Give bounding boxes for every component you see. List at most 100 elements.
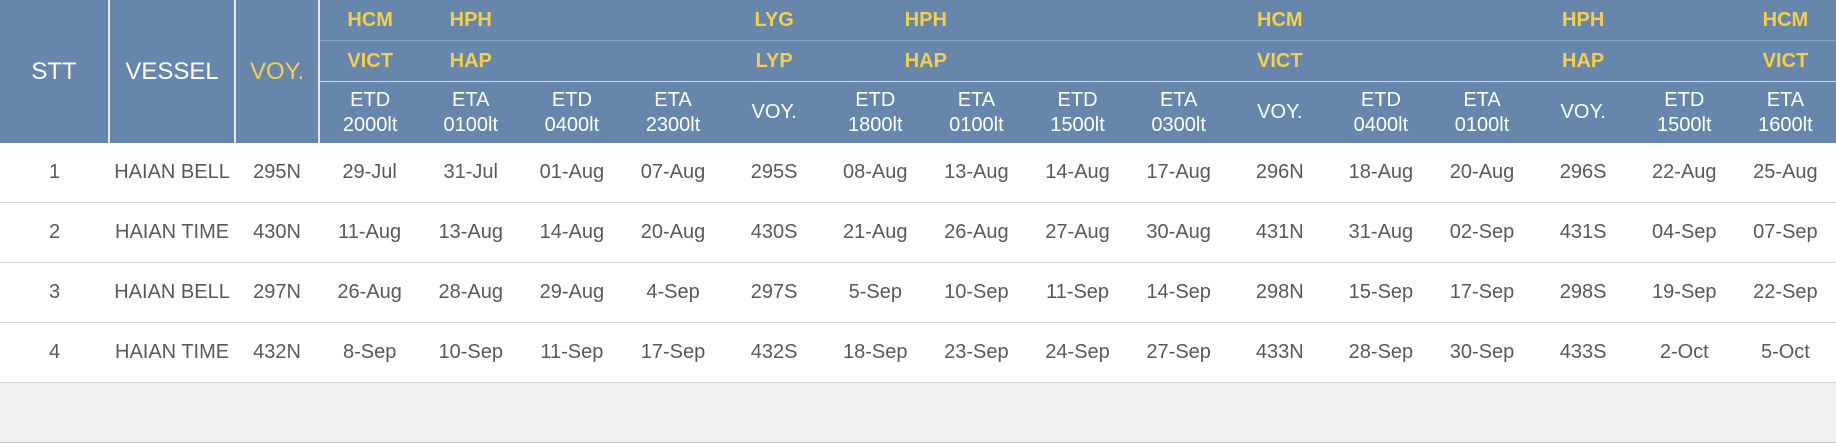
sub-header-type: ETD xyxy=(1360,88,1401,111)
table-row: 2 HAIAN TIME 430N 11-Aug 13-Aug 14-Aug 20-Aug 4… xyxy=(0,202,1836,263)
schedule-cell: 433N xyxy=(1229,322,1331,383)
schedule-cell: 5-Sep xyxy=(824,262,926,323)
schedule-cell: 27-Sep xyxy=(1128,322,1230,383)
schedule-cell: 31-Jul xyxy=(420,143,522,203)
terminal-header xyxy=(1633,40,1735,82)
schedule-cell: 17-Aug xyxy=(1128,143,1230,203)
sub-header: ETD 0400lt xyxy=(521,81,623,143)
table-row: 3 HAIAN BELL 297N 26-Aug 28-Aug 29-Aug 4-Sep 29… xyxy=(0,262,1836,323)
schedule-cell: 5-Oct xyxy=(1734,322,1836,383)
vessel-cell: HAIAN TIME xyxy=(109,322,236,383)
sub-header-time: 0100lt xyxy=(443,113,499,136)
schedule-cell: 28-Aug xyxy=(420,262,522,323)
schedule-cell: 430S xyxy=(723,202,825,263)
table-row: 1 HAIAN BELL 295N 29-Jul 31-Jul 01-Aug 07-Aug 2… xyxy=(0,143,1836,203)
port-header xyxy=(1330,0,1432,41)
schedule-cell: 18-Aug xyxy=(1330,143,1432,203)
schedule-cell: 29-Jul xyxy=(319,143,421,203)
port-header xyxy=(1633,0,1735,41)
terminal-header xyxy=(622,40,724,82)
schedule-cell: 298N xyxy=(1229,262,1331,323)
terminal-header xyxy=(521,40,623,82)
header-stt: STT xyxy=(0,0,111,143)
sub-header: ETD 1500lt xyxy=(1633,81,1735,143)
schedule-cell: 15-Sep xyxy=(1330,262,1432,323)
schedule-cell: 14-Aug xyxy=(521,202,623,263)
terminal-header xyxy=(1026,40,1129,82)
schedule-cell: 10-Sep xyxy=(925,262,1027,323)
sub-header-time: 0100lt xyxy=(949,113,1004,136)
schedule-cell: 8-Sep xyxy=(319,322,421,383)
sub-header-type: ETA xyxy=(452,88,490,111)
port-header: HCM xyxy=(1229,0,1331,41)
schedule-cell: 18-Sep xyxy=(824,322,926,383)
schedule-cell: 23-Sep xyxy=(925,322,1027,383)
schedule-cell: 02-Sep xyxy=(1431,202,1533,263)
sub-header-type: ETA xyxy=(654,88,692,111)
sub-header-time: 2300lt xyxy=(645,113,701,136)
schedule-cell: 431S xyxy=(1532,202,1634,263)
table-header: STT VESSEL VOY. HCM HPH LYG HPH HCM HPH … xyxy=(0,0,1836,143)
schedule-cell: 11-Sep xyxy=(521,322,623,383)
schedule-cell: 31-Aug xyxy=(1330,202,1432,263)
schedule-cell: 29-Aug xyxy=(521,262,623,323)
schedule-cell: 17-Sep xyxy=(1431,262,1533,323)
schedule-cell: 13-Aug xyxy=(925,143,1027,203)
sub-header-time: 1600lt xyxy=(1758,113,1813,136)
vessel-cell: HAIAN TIME xyxy=(109,202,236,263)
schedule-cell: 26-Aug xyxy=(925,202,1027,263)
terminal-header xyxy=(1330,40,1432,82)
terminal-header: VICT xyxy=(1229,40,1331,82)
stt-cell: 2 xyxy=(0,202,110,263)
schedule-cell: 433S xyxy=(1532,322,1634,383)
terminal-header: VICT xyxy=(319,40,421,82)
schedule-cell: 296S xyxy=(1532,143,1634,203)
sub-header-type: ETD xyxy=(350,88,391,111)
port-header: HPH xyxy=(824,0,1027,41)
schedule-cell: 08-Aug xyxy=(824,143,926,203)
sub-header-voy: VOY. xyxy=(723,81,825,143)
terminal-header: LYP xyxy=(723,40,825,82)
schedule-cell: 07-Sep xyxy=(1734,202,1836,263)
schedule-cell: 28-Sep xyxy=(1330,322,1432,383)
schedule-cell: 07-Aug xyxy=(622,143,724,203)
sub-header-time: 0100lt xyxy=(1454,113,1510,136)
table-body: 1 HAIAN BELL 295N 29-Jul 31-Jul 01-Aug 07-Aug 2… xyxy=(0,143,1836,443)
voyage-cell: 295N xyxy=(235,143,320,203)
schedule-cell: 04-Sep xyxy=(1633,202,1735,263)
table-row: 4 HAIAN TIME 432N 8-Sep 10-Sep 11-Sep 17-Sep 43… xyxy=(0,322,1836,383)
sub-header-type: ETA xyxy=(957,88,996,111)
sub-header-type: ETA xyxy=(1463,88,1501,111)
schedule-cell: 11-Aug xyxy=(319,202,421,263)
sub-header: ETD 0400lt xyxy=(1330,81,1432,143)
terminal-header: HAP xyxy=(1532,40,1634,82)
sub-header-voy: VOY. xyxy=(1532,81,1634,143)
sub-header-time: 1500lt xyxy=(1050,113,1105,136)
schedule-cell: 24-Sep xyxy=(1026,322,1129,383)
sub-header-time: 1500lt xyxy=(1657,113,1712,136)
sub-header-type: ETD xyxy=(551,88,592,111)
sub-header-time: 0400lt xyxy=(544,113,600,136)
port-header xyxy=(521,0,623,41)
sub-header-type: ETD xyxy=(1664,88,1705,111)
schedule-cell: 30-Sep xyxy=(1431,322,1533,383)
port-header xyxy=(622,0,724,41)
sub-header-voy: VOY. xyxy=(1229,81,1331,143)
sub-header-type: ETA xyxy=(1159,88,1198,111)
sub-header-type: ETD xyxy=(855,88,896,111)
terminal-header: HAP xyxy=(420,40,522,82)
port-header: HPH xyxy=(420,0,522,41)
schedule-cell: 298S xyxy=(1532,262,1634,323)
empty-row xyxy=(0,382,1836,443)
schedule-cell: 21-Aug xyxy=(824,202,926,263)
terminal-header xyxy=(1431,40,1533,82)
schedule-cell: 17-Sep xyxy=(622,322,724,383)
sub-header-time: 0300lt xyxy=(1151,113,1206,136)
schedule-cell: 20-Aug xyxy=(1431,143,1533,203)
sub-header-time: 1800lt xyxy=(848,113,903,136)
voyage-cell: 297N xyxy=(235,262,320,323)
sub-header: ETA 0100lt xyxy=(420,81,522,143)
port-header: HCM xyxy=(1734,0,1836,41)
terminal-header xyxy=(1128,40,1230,82)
